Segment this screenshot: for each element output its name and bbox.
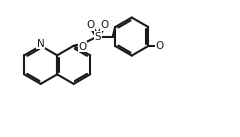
Text: O: O	[156, 41, 164, 51]
Text: O: O	[86, 20, 94, 30]
Text: S: S	[94, 32, 101, 42]
Text: O: O	[100, 20, 108, 30]
Text: N: N	[37, 39, 45, 49]
Text: O: O	[78, 42, 87, 52]
